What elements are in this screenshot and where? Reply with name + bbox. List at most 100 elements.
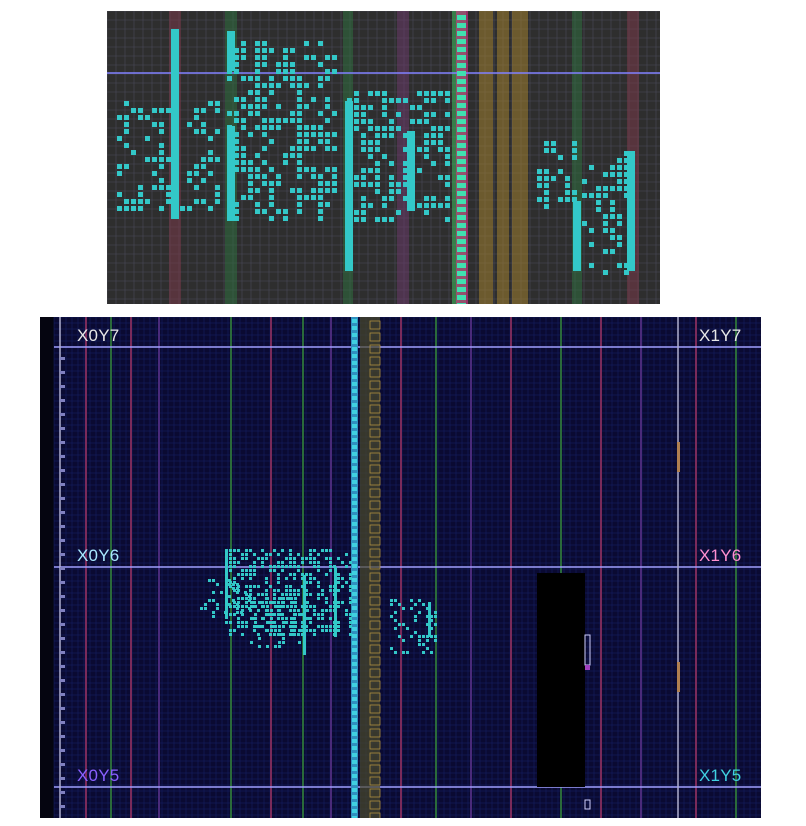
placed-cell xyxy=(249,549,252,552)
placed-cell xyxy=(281,569,284,572)
resource-column xyxy=(397,11,409,304)
placed-cell xyxy=(361,175,366,180)
placed-cell xyxy=(297,593,300,596)
edge-tick xyxy=(60,623,65,626)
io-cell xyxy=(457,279,466,284)
placed-cell xyxy=(208,579,211,582)
placed-cell xyxy=(572,190,577,195)
placed-cell xyxy=(215,157,220,162)
io-cell xyxy=(352,585,357,589)
placed-cell xyxy=(603,249,608,254)
placed-cell xyxy=(201,122,206,127)
placed-cell xyxy=(558,197,563,202)
placed-cell xyxy=(269,569,272,572)
placed-cell xyxy=(389,189,394,194)
placed-cell xyxy=(282,597,285,600)
placed-cell xyxy=(201,178,206,183)
placed-cell xyxy=(241,195,246,200)
placed-cell xyxy=(329,561,332,564)
placed-cell xyxy=(610,200,615,205)
placed-cell xyxy=(255,76,260,81)
placed-cell xyxy=(262,55,267,60)
placed-cell xyxy=(349,617,352,620)
placed-cell xyxy=(249,573,252,576)
placed-cell xyxy=(325,629,328,632)
io-cell xyxy=(352,529,357,533)
placed-cell xyxy=(617,242,622,247)
placed-cell xyxy=(438,133,443,138)
placed-cell xyxy=(337,605,340,608)
placed-cell xyxy=(253,597,256,600)
placed-cell xyxy=(257,593,260,596)
io-cell xyxy=(352,410,357,414)
placed-cell xyxy=(582,179,587,184)
placed-cell xyxy=(187,171,192,176)
placed-cell xyxy=(396,210,401,215)
io-cell xyxy=(457,255,466,260)
placed-cell xyxy=(290,83,295,88)
io-cell xyxy=(352,655,357,659)
placed-cell xyxy=(250,605,253,608)
placed-cell xyxy=(361,203,366,208)
placed-cell xyxy=(282,633,285,636)
placed-cell xyxy=(294,601,297,604)
placed-cell xyxy=(241,97,246,102)
placed-cell xyxy=(255,90,260,95)
pblock-outline xyxy=(584,799,591,810)
io-tile xyxy=(369,344,381,354)
edge-tick xyxy=(60,637,65,640)
placed-cell xyxy=(236,611,239,614)
placed-cell xyxy=(434,635,437,638)
placed-cell xyxy=(396,112,401,117)
io-tile xyxy=(369,488,381,498)
placed-cell xyxy=(394,627,397,630)
placed-cell xyxy=(290,597,293,600)
placed-cell xyxy=(145,157,150,162)
placed-cell xyxy=(194,115,199,120)
placed-cell xyxy=(544,197,549,202)
placed-cell xyxy=(277,561,280,564)
placed-cell xyxy=(349,633,352,636)
placed-cell xyxy=(565,197,570,202)
placed-cell xyxy=(245,601,248,604)
placed-cell xyxy=(293,589,296,592)
placed-cell xyxy=(290,69,295,74)
io-cell xyxy=(457,247,466,252)
placed-cell xyxy=(194,199,199,204)
placed-cell xyxy=(248,76,253,81)
device-view[interactable]: X0Y7 X1Y7 X0Y6 X1Y6 X0Y5 X1Y5 xyxy=(40,317,761,818)
placed-cell xyxy=(325,188,330,193)
placed-cell xyxy=(368,140,373,145)
zoomed-device-canvas[interactable] xyxy=(107,11,660,304)
io-cell xyxy=(352,424,357,428)
placed-cell xyxy=(551,141,556,146)
io-cell xyxy=(457,231,466,236)
placed-cell xyxy=(237,573,240,576)
placed-cell xyxy=(375,182,380,187)
placed-cell xyxy=(394,651,397,654)
placed-cell xyxy=(212,579,215,582)
io-cell xyxy=(352,571,357,575)
placed-cell xyxy=(375,91,380,96)
placed-cell xyxy=(317,625,320,628)
placed-cell xyxy=(241,118,246,123)
edge-tick xyxy=(60,567,65,570)
placed-cell xyxy=(337,621,340,624)
placed-cell xyxy=(166,192,171,197)
placed-cell xyxy=(278,641,281,644)
placed-cell xyxy=(589,242,594,247)
placed-cell xyxy=(215,185,220,190)
placed-cell xyxy=(262,125,267,130)
placed-cell xyxy=(349,613,352,616)
placed-cell xyxy=(285,577,288,580)
placed-cell xyxy=(317,585,320,588)
io-tile xyxy=(369,632,381,642)
zoomed-device-view[interactable] xyxy=(107,11,660,304)
placed-cell xyxy=(187,178,192,183)
placed-cell xyxy=(255,188,260,193)
io-cell xyxy=(352,494,357,498)
io-cell xyxy=(352,760,357,764)
device-canvas[interactable] xyxy=(40,317,761,818)
placed-cell xyxy=(329,605,332,608)
placed-cell xyxy=(417,203,422,208)
